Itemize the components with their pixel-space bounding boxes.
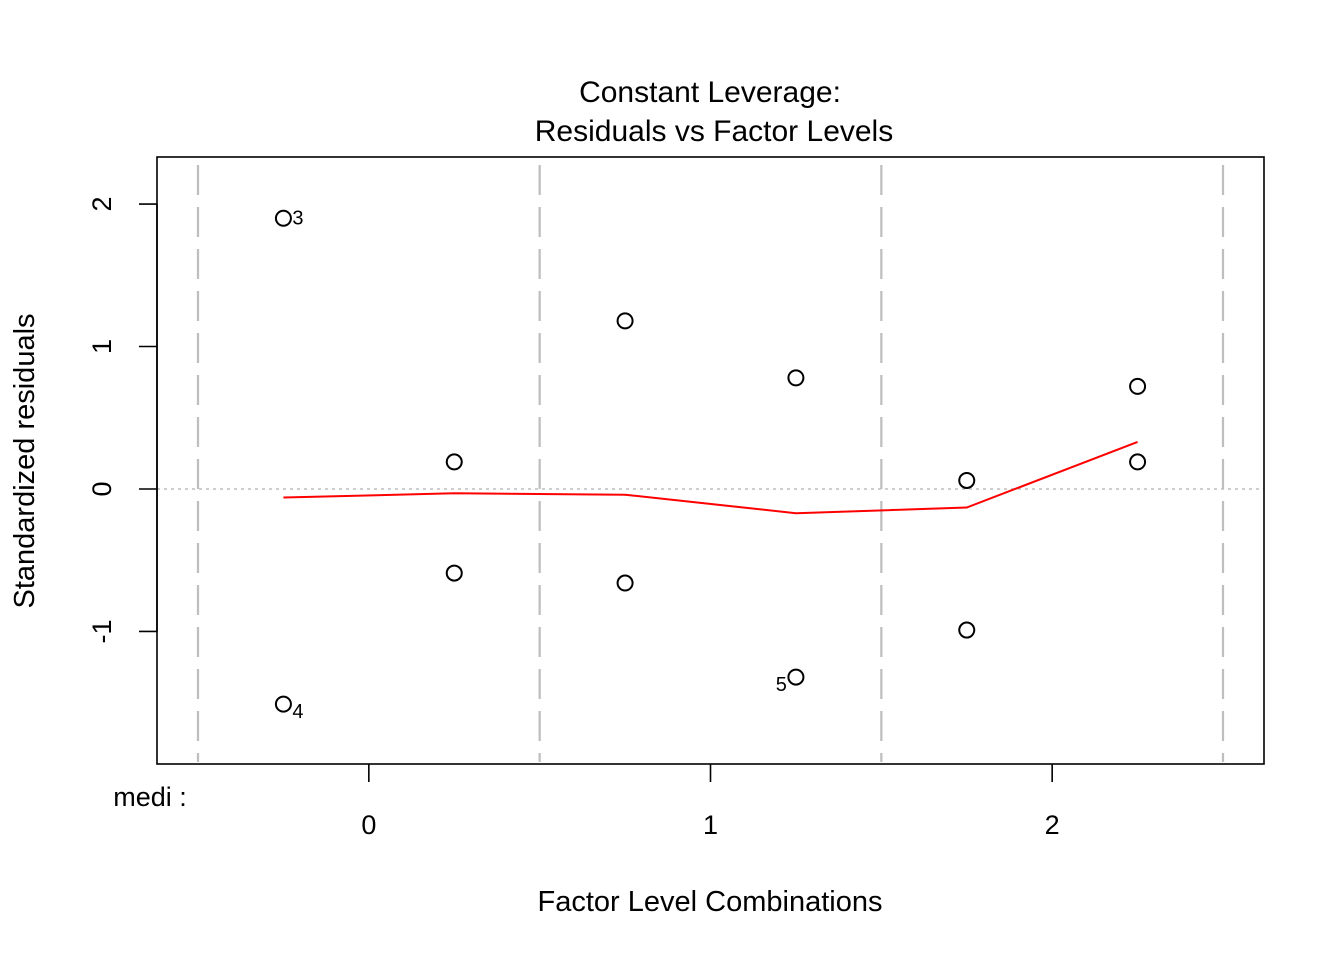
x-tick-label: 2 — [1045, 810, 1060, 840]
x-axis: 0 1 2 — [361, 764, 1060, 840]
y-axis: -1 0 1 2 — [87, 197, 158, 643]
x-axis-label: Factor Level Combinations — [538, 886, 883, 918]
x-tick-label: 0 — [361, 810, 376, 840]
y-tick-label: 2 — [87, 197, 117, 212]
x-tick-label: 1 — [703, 810, 718, 840]
data-point — [787, 668, 805, 686]
data-point — [1129, 377, 1147, 395]
data-point — [787, 369, 805, 387]
y-tick-label: 1 — [87, 339, 117, 354]
data-point — [445, 564, 463, 582]
data-point — [274, 209, 292, 227]
level-separators — [196, 165, 1225, 762]
data-point — [274, 695, 292, 713]
chart-title: Constant Leverage: — [579, 76, 841, 109]
chart-subtitle: Residuals vs Factor Levels — [535, 115, 893, 148]
y-tick-label: -1 — [87, 619, 117, 643]
factor-label: medi : — [113, 782, 187, 812]
y-axis-label: Standardized residuals — [9, 313, 41, 608]
plot-frame — [156, 156, 1265, 765]
smooth-line — [283, 441, 1138, 515]
data-point — [958, 471, 976, 489]
data-point — [958, 621, 976, 639]
data-point — [445, 453, 463, 471]
point-label-3: 3 — [292, 207, 303, 229]
points-layer: 3 4 5 — [274, 207, 1147, 723]
y-tick-label: 0 — [87, 481, 117, 496]
point-label-4: 4 — [292, 701, 303, 723]
data-point — [616, 312, 634, 330]
point-label-5: 5 — [776, 674, 787, 696]
data-point — [1129, 453, 1147, 471]
data-point — [616, 574, 634, 592]
